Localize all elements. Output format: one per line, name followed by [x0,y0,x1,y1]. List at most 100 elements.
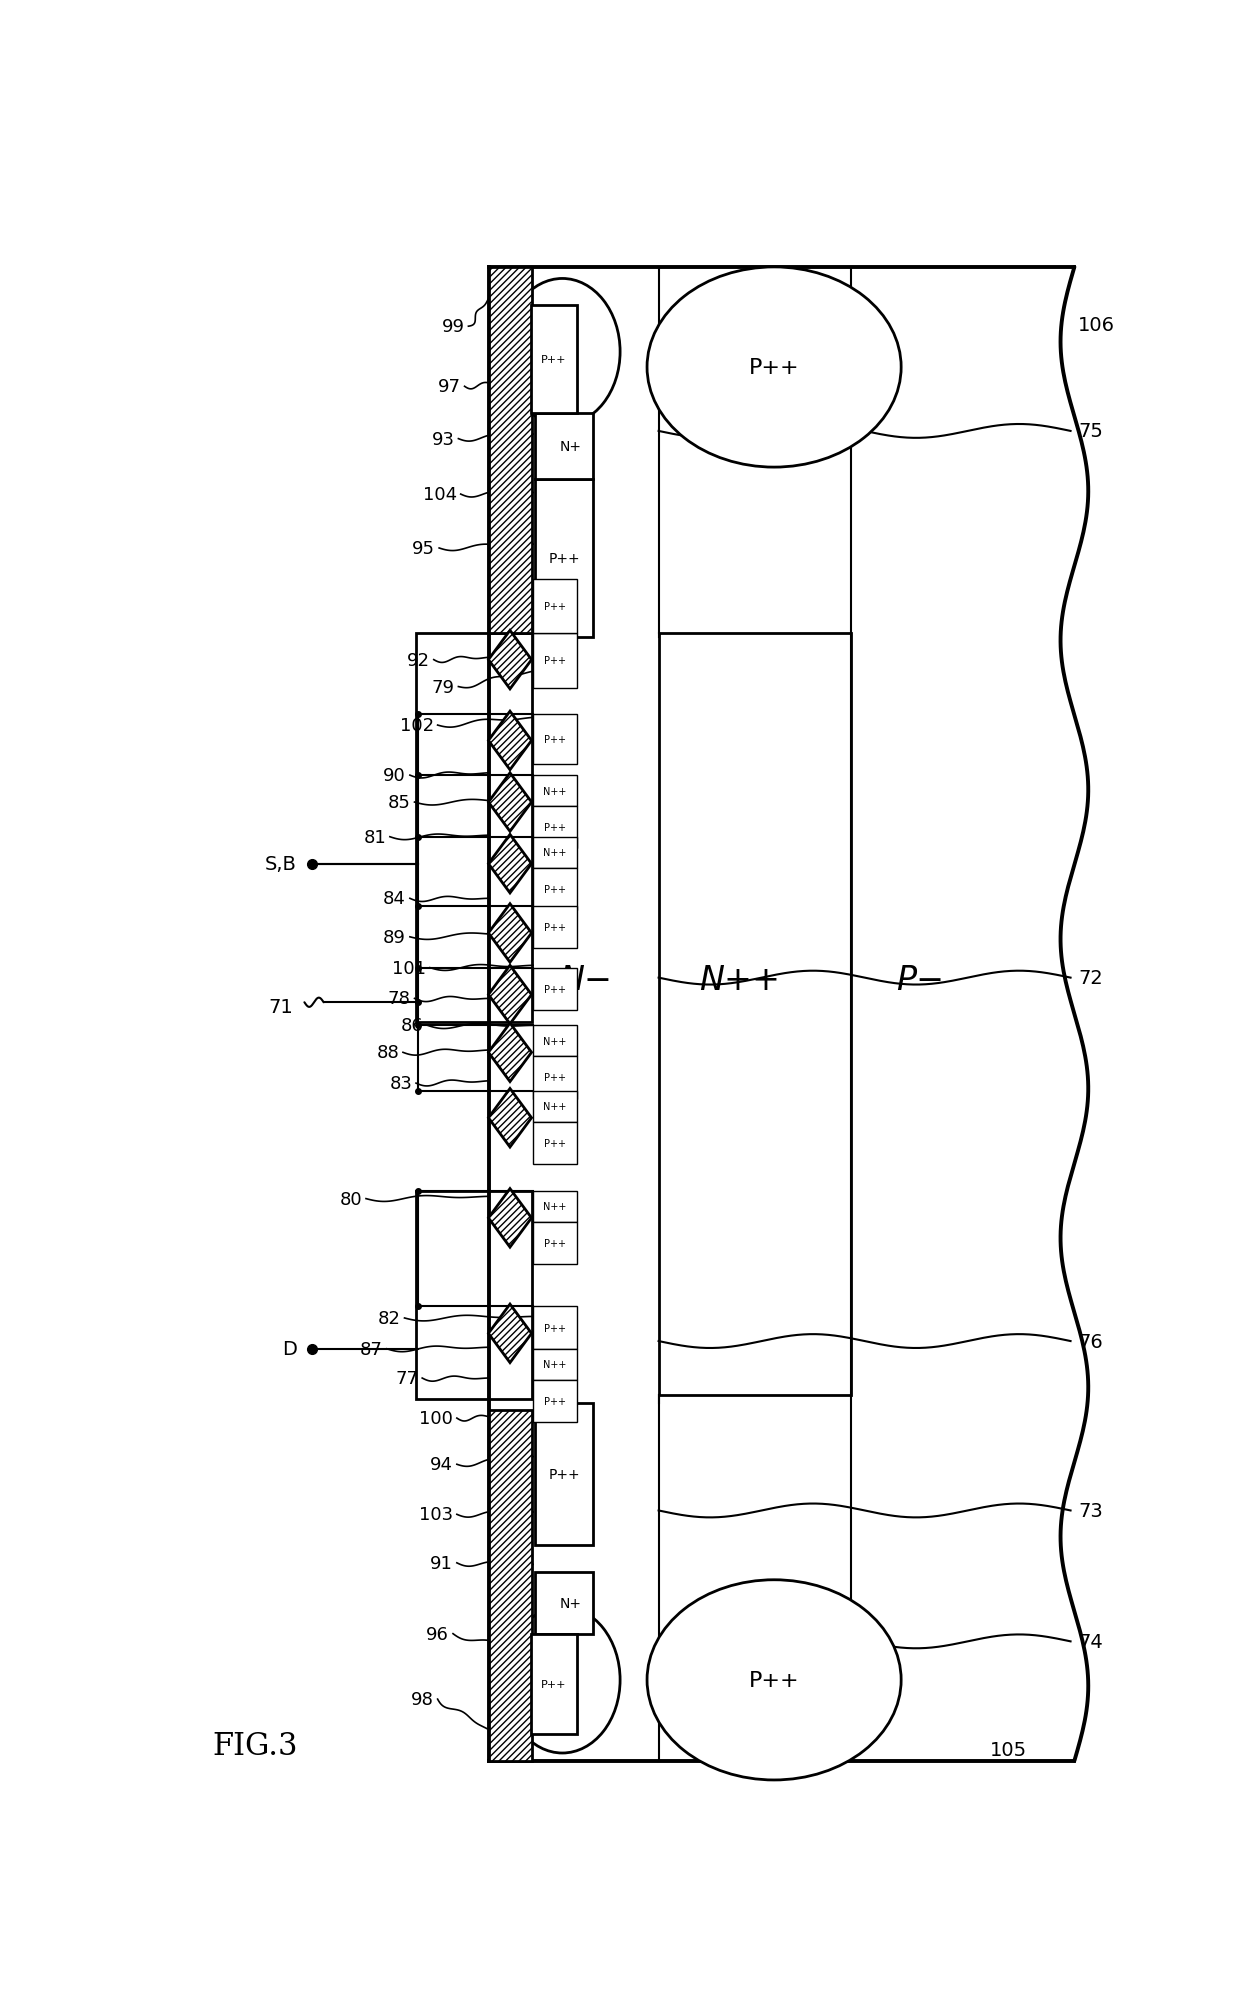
Bar [536,1403,593,1545]
Text: 75: 75 [1079,421,1104,442]
Text: 72: 72 [1079,969,1104,987]
Text: P++: P++ [749,1670,800,1690]
Text: 91: 91 [430,1553,453,1571]
Text: 102: 102 [399,716,434,735]
Bar [533,1092,577,1122]
Text: 106: 106 [1079,315,1115,335]
Text: 105: 105 [990,1740,1027,1758]
Text: P++: P++ [544,1238,565,1248]
Text: 90: 90 [383,767,405,785]
Polygon shape [489,1188,532,1248]
Bar [533,714,577,765]
Text: S,B: S,B [265,855,296,873]
Text: 103: 103 [419,1505,453,1523]
Bar [533,1381,577,1423]
Text: P++: P++ [544,656,565,666]
Bar [417,634,532,1022]
Polygon shape [489,630,532,690]
Text: N−: N− [559,963,613,995]
Text: 101: 101 [392,959,427,977]
Bar [533,1349,577,1381]
Text: P++: P++ [544,1323,565,1333]
Text: P++: P++ [544,1074,565,1084]
Bar [533,1056,577,1100]
Text: N++: N++ [543,1102,567,1112]
Text: N++: N++ [543,1036,567,1046]
Text: 86: 86 [401,1018,424,1036]
Bar [531,307,577,413]
Text: 80: 80 [340,1190,362,1208]
Text: 76: 76 [1079,1333,1104,1351]
Text: P++: P++ [541,1680,567,1688]
Text: P++: P++ [544,923,565,933]
Ellipse shape [505,279,620,425]
Text: P++: P++ [544,823,565,833]
Bar [417,1192,532,1399]
Text: N+: N+ [559,440,582,454]
Text: N+: N+ [559,1596,582,1610]
Bar [490,267,532,634]
Bar [533,1122,577,1164]
Text: 71: 71 [268,997,293,1016]
Text: 98: 98 [410,1690,434,1708]
Text: N++: N++ [699,963,780,995]
Text: 94: 94 [430,1455,453,1473]
Polygon shape [489,965,532,1024]
Polygon shape [489,1305,532,1363]
Text: 84: 84 [383,889,405,907]
Text: 78: 78 [388,989,410,1008]
Text: 93: 93 [432,429,455,448]
Text: P−: P− [897,963,945,995]
Text: 83: 83 [389,1074,412,1092]
Bar [490,1411,532,1760]
Bar [533,869,577,911]
Polygon shape [489,773,532,833]
Text: P++: P++ [544,735,565,745]
Bar [533,837,577,869]
Text: 104: 104 [423,486,456,504]
Polygon shape [489,1090,532,1148]
Text: N++: N++ [543,1202,567,1212]
Bar [533,1307,577,1349]
Ellipse shape [647,1580,901,1780]
Text: D: D [281,1339,296,1359]
Text: N++: N++ [543,787,567,797]
Bar [533,580,577,634]
Text: 88: 88 [377,1044,399,1062]
Text: P++: P++ [541,355,567,365]
Text: 89: 89 [383,929,405,947]
Bar [533,1026,577,1056]
Text: 82: 82 [378,1309,401,1327]
Text: 74: 74 [1079,1632,1104,1652]
Text: N++: N++ [543,1359,567,1369]
Text: 85: 85 [388,793,410,811]
Text: P++: P++ [544,885,565,895]
Bar [533,967,577,1010]
Bar [533,807,577,849]
Polygon shape [489,905,532,963]
Text: 73: 73 [1079,1501,1104,1519]
Text: 87: 87 [360,1341,383,1359]
Text: N++: N++ [543,847,567,857]
Ellipse shape [505,1608,620,1754]
Text: P++: P++ [548,1467,580,1481]
Text: 95: 95 [412,540,435,558]
Text: P++: P++ [544,602,565,612]
Text: 100: 100 [419,1409,453,1427]
Bar [536,413,593,480]
Text: 81: 81 [363,829,386,847]
Text: 96: 96 [427,1626,449,1644]
Text: FIG.3: FIG.3 [212,1730,298,1760]
Text: P++: P++ [548,552,580,566]
Text: P++: P++ [544,1138,565,1148]
Text: 77: 77 [396,1369,418,1387]
Text: P++: P++ [544,983,565,993]
Polygon shape [489,835,532,893]
Bar [533,634,577,688]
Bar [533,777,577,807]
Text: 97: 97 [438,377,461,395]
Ellipse shape [647,267,901,468]
Text: 79: 79 [432,678,455,696]
Bar [533,907,577,949]
Polygon shape [489,1024,532,1082]
